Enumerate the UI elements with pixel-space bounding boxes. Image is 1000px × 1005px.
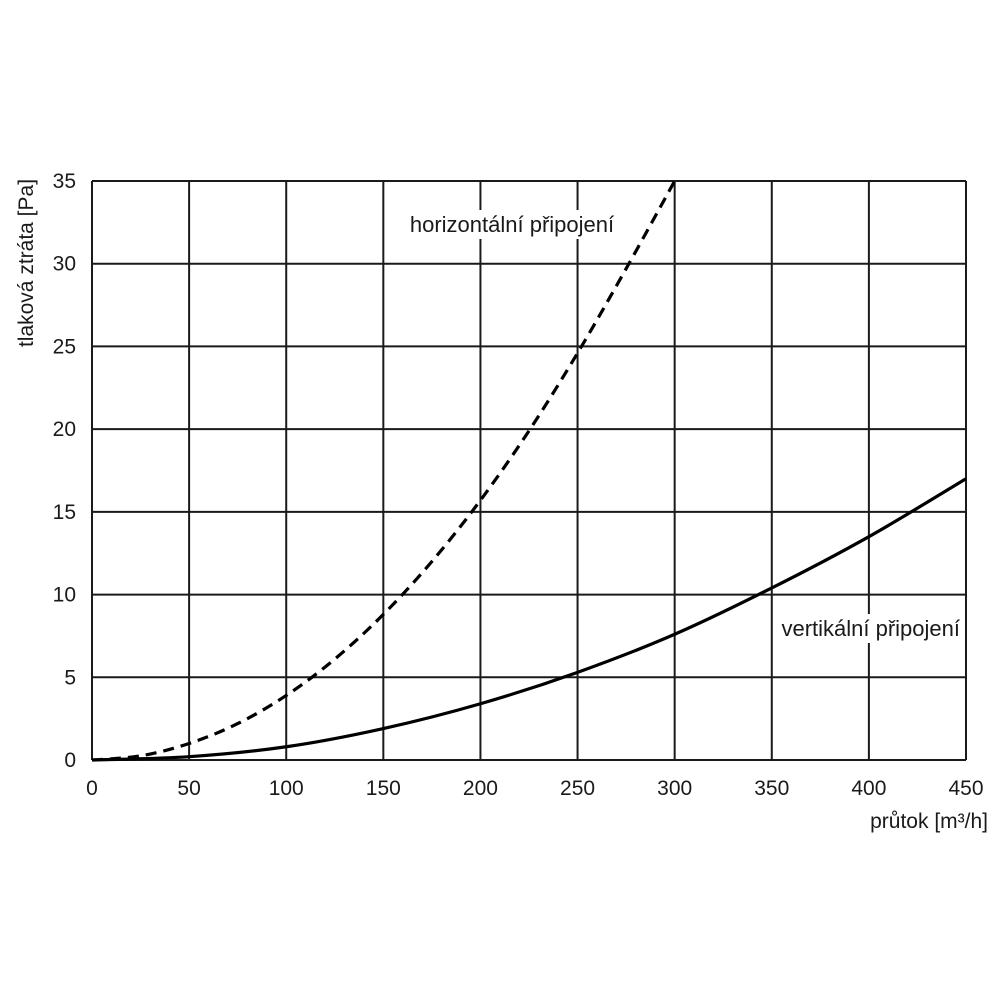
series-line-vertical [91,477,967,762]
y-tick-label: 5 [64,666,76,689]
x-tick-label: 100 [269,777,304,800]
tick-labels: 0 50 100 150 200 250 300 350 400 450 0 5 10 15 20 25 30 3… [53,170,984,800]
x-tick-label: 0 [86,777,98,800]
series-label-vertical: vertikální připojení [781,616,960,641]
y-tick-label: 10 [53,584,76,607]
x-tick-label: 50 [177,777,200,800]
y-axis-title: tlaková ztráta [Pa] [15,179,38,347]
series-label-horizontal: horizontální připojení [410,212,614,237]
series-line-horizontal [91,180,677,762]
label-vertical-backing [777,614,964,643]
y-tick-label: 30 [53,253,76,276]
label-horizontal-backing [405,210,619,239]
grid [91,180,967,761]
x-tick-label: 250 [560,777,595,800]
x-axis-title: průtok [m³/h] [870,810,988,833]
x-tick-label: 400 [851,777,886,800]
y-tick-label: 20 [53,418,76,441]
x-tick-label: 350 [754,777,789,800]
x-tick-label: 300 [657,777,692,800]
x-tick-label: 450 [948,777,983,800]
y-tick-label: 15 [53,501,76,524]
x-tick-label: 150 [366,777,401,800]
y-tick-label: 25 [53,335,76,358]
y-tick-label: 0 [64,749,76,772]
series-layer [91,180,967,762]
y-tick-label: 35 [53,170,76,193]
x-tick-label: 200 [463,777,498,800]
